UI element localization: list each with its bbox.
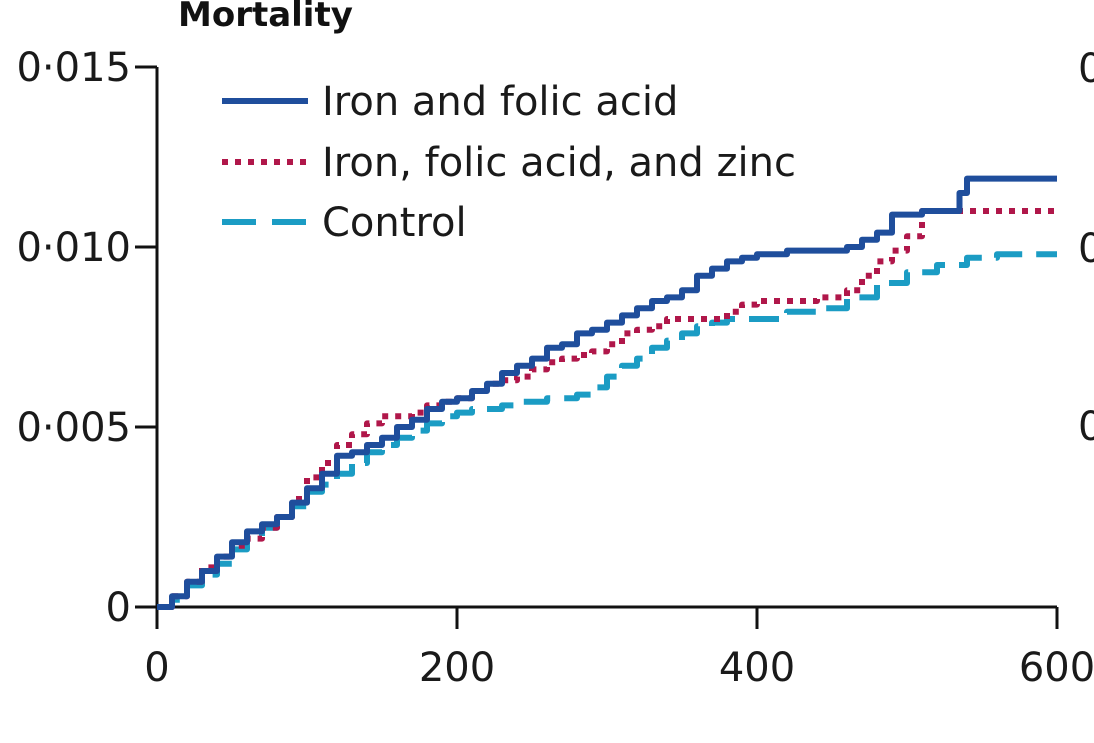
legend: Iron and folic acid Iron, folic acid, and… (222, 79, 796, 246)
y-tick-label: 0·015 (16, 45, 131, 91)
legend-label: Control (322, 200, 467, 246)
chart-title: Mortality (178, 0, 353, 35)
x-tick-label: 400 (719, 645, 795, 691)
x-tick-label: 200 (419, 645, 495, 691)
right-axis-fragment: 0 (1078, 404, 1094, 450)
axes: 0 0·005 0·010 0·015 0 200 400 600 (16, 45, 1094, 691)
y-tick-label: 0·010 (16, 225, 131, 271)
series-layer (157, 175, 1057, 610)
series-line-iron-and-folic-acid (157, 175, 1057, 610)
y-tick-label: 0 (106, 585, 131, 631)
right-axis-fragments: 0 0 0 (1078, 46, 1094, 450)
legend-label: Iron, folic acid, and zinc (322, 140, 796, 186)
x-tick-label: 0 (144, 645, 169, 691)
legend-label: Iron and folic acid (322, 79, 678, 125)
y-tick-label: 0·005 (16, 405, 131, 451)
right-axis-fragment: 0 (1078, 226, 1094, 272)
series-line-iron-folic-acid-and-zinc (157, 208, 1057, 610)
right-axis-fragment: 0 (1078, 46, 1094, 92)
x-tick-label: 600 (1019, 645, 1094, 691)
series-line-control (157, 251, 1057, 610)
